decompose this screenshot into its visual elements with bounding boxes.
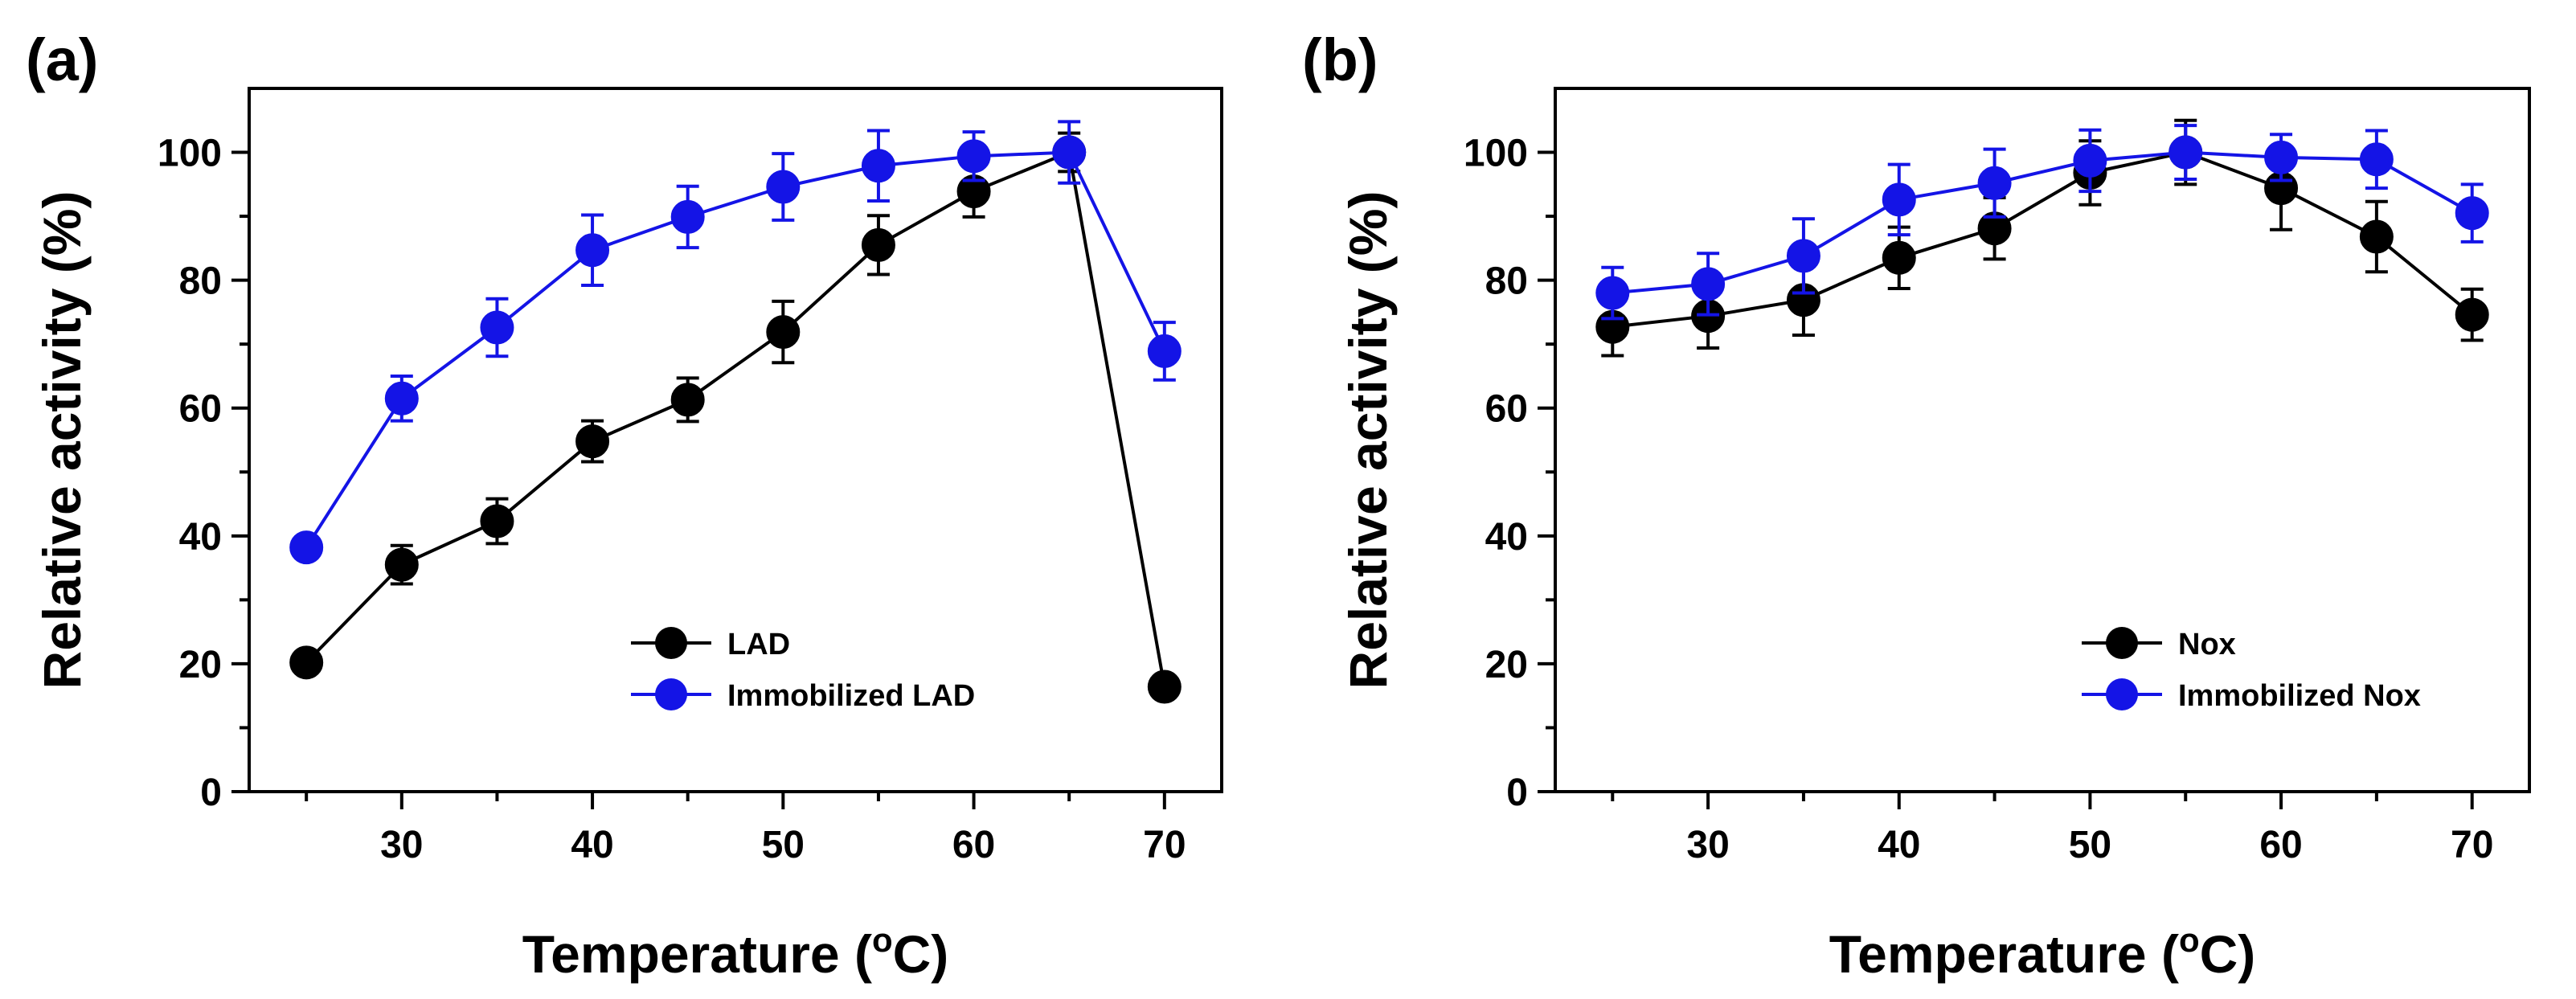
y-tick-label: 100: [1464, 133, 1528, 175]
y-axis-title: Relative activity (%): [32, 191, 92, 690]
legend-label: Nox: [2178, 628, 2236, 661]
legend: Nox Immobilized Nox: [2082, 627, 2421, 713]
data-point: [1882, 240, 1916, 275]
x-tick-label: 60: [952, 824, 995, 866]
y-tick-label: 20: [179, 644, 222, 686]
x-tick-label: 30: [1686, 824, 1729, 866]
data-point: [2073, 143, 2107, 178]
data-point: [766, 170, 801, 204]
x-tick-label: 50: [762, 824, 805, 866]
data-point: [1882, 182, 1916, 217]
x-tick-label: 60: [2259, 824, 2302, 866]
data-point: [575, 424, 610, 459]
panel-b: (b) 0 20 40 60 80 100 30 40 50 60 70 Temperature (oC…: [1302, 27, 2531, 984]
data-point: [2359, 142, 2394, 177]
y-tick-label: 80: [1485, 260, 1528, 303]
panel-label: (b): [1302, 27, 1378, 93]
data-point: [384, 547, 419, 582]
data-point: [766, 315, 801, 350]
data-point: [480, 504, 514, 538]
data-point: [2455, 196, 2489, 231]
data-point: [956, 139, 991, 174]
plot-frame: [248, 87, 1223, 793]
x-tick-label: 40: [571, 824, 613, 866]
series-black: [289, 131, 1182, 704]
y-tick-label: 40: [1485, 516, 1528, 559]
legend-marker: [655, 678, 687, 710]
x-axis-title-text: Temperature (: [1829, 924, 2179, 984]
series-line: [305, 149, 1166, 687]
y-tick-label: 80: [179, 260, 222, 303]
data-point: [289, 645, 324, 680]
legend-marker: [655, 627, 687, 659]
plot-frame: [1554, 87, 2531, 793]
y-tick-label: 60: [179, 388, 222, 431]
x-tick-label: 40: [1878, 824, 1920, 866]
data-point: [861, 227, 895, 262]
y-axis-title: Relative activity (%): [1338, 191, 1398, 690]
data-point: [670, 199, 705, 234]
series-line: [1612, 150, 2473, 329]
panel-a: (a) 0 20 40 60 80 100 30 40 50 60 70 Temperature (oC…: [26, 27, 1223, 984]
x-tick-label: 50: [2069, 824, 2111, 866]
data-point: [2455, 297, 2489, 332]
y-tick-label: 60: [1485, 388, 1528, 431]
y-tick-label: 20: [1485, 644, 1528, 686]
data-point: [1052, 135, 1087, 170]
y-tick-label: 0: [1506, 772, 1528, 814]
data-point: [861, 149, 895, 183]
legend-marker: [2106, 678, 2138, 710]
series-line: [305, 150, 1166, 549]
x-axis-title-text: Temperature (: [522, 924, 872, 984]
data-point: [1147, 334, 1182, 368]
data-point: [2359, 219, 2394, 254]
x-axis-title-sup: o: [872, 921, 893, 959]
legend: LAD Immobilized LAD: [631, 627, 975, 713]
legend-marker: [2106, 627, 2138, 659]
series-blue: [289, 120, 1182, 565]
data-point: [1595, 276, 1630, 310]
series-line: [1612, 150, 2473, 295]
data-point: [2264, 140, 2299, 174]
legend-label: Immobilized LAD: [727, 679, 975, 713]
series-blue: [1595, 124, 2489, 321]
data-point: [289, 530, 324, 565]
x-tick-label: 30: [380, 824, 423, 866]
data-point: [384, 381, 419, 416]
x-axis-title-unit: C): [2200, 924, 2256, 984]
x-axis-title: Temperature (oC): [522, 921, 949, 984]
data-point: [1691, 267, 1726, 301]
data-point: [1786, 239, 1820, 273]
series-black: [1595, 118, 2489, 358]
panel-label: (a): [26, 27, 98, 93]
x-axis-title: Temperature (oC): [1829, 921, 2256, 984]
legend-label: LAD: [727, 628, 790, 661]
data-point: [1147, 669, 1182, 704]
data-point: [2169, 135, 2203, 170]
data-point: [670, 383, 705, 417]
x-axis-title-sup: o: [2179, 921, 2200, 959]
y-tick-label: 0: [200, 772, 222, 814]
data-point: [480, 310, 514, 345]
y-tick-label: 40: [179, 516, 222, 559]
legend-label: Immobilized Nox: [2178, 679, 2421, 713]
data-point: [1977, 166, 2012, 200]
data-point: [575, 233, 610, 268]
x-tick-label: 70: [2451, 824, 2493, 866]
x-axis-title-unit: C): [893, 924, 949, 984]
x-tick-label: 70: [1143, 824, 1186, 866]
y-tick-label: 100: [158, 133, 222, 175]
